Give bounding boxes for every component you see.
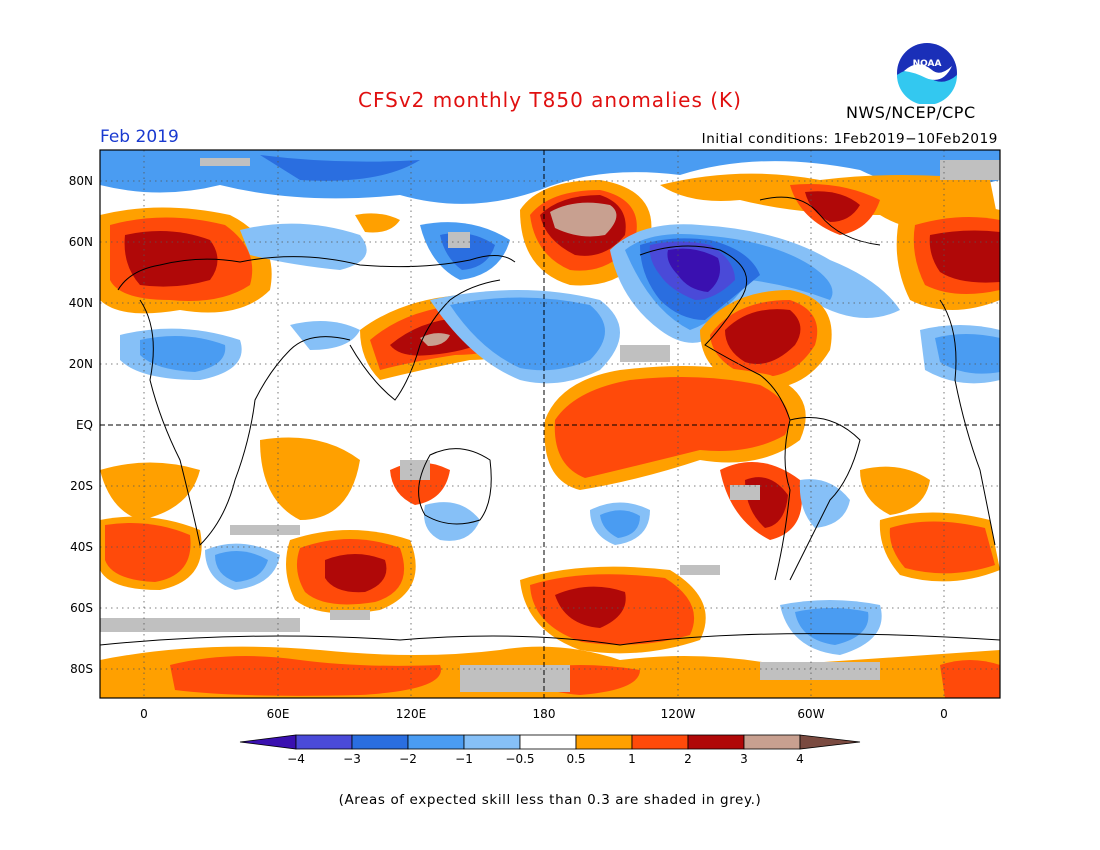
svg-text:NOAA: NOAA: [913, 59, 942, 69]
lat-label: 80N: [69, 174, 93, 188]
colorbar-segment: [743, 734, 801, 750]
colorbar-segment: [407, 734, 465, 750]
lat-label: 20N: [69, 357, 93, 371]
lon-label: 60E: [267, 707, 290, 721]
initial-conditions: Initial conditions: 1Feb2019−10Feb2019: [701, 131, 998, 147]
lat-label: 20S: [70, 479, 93, 493]
colorbar-tick: −4: [287, 752, 305, 766]
chart-title: CFSv2 monthly T850 anomalies (K): [358, 88, 742, 112]
lon-label: 0: [940, 707, 948, 721]
lon-label: 0: [140, 707, 148, 721]
colorbar-segment: [463, 734, 521, 750]
colorbar-tick: 0.5: [566, 752, 585, 766]
noaa-logo: NOAA: [897, 43, 957, 104]
equator-dateline: [100, 150, 1000, 698]
colorbar-tick: −1: [455, 752, 473, 766]
lat-label: 80S: [70, 662, 93, 676]
skill-note: (Areas of expected skill less than 0.3 a…: [338, 792, 762, 808]
anomaly-field: [100, 150, 1000, 698]
colorbar-tick: 2: [684, 752, 692, 766]
colorbar-segment: [799, 734, 861, 750]
map-frame: [99, 149, 1001, 699]
colorbar-tick: 1: [628, 752, 636, 766]
lat-label: 60S: [70, 601, 93, 615]
colorbar-tick: 4: [796, 752, 804, 766]
colorbar-segment: [295, 734, 353, 750]
colorbar-segment: [631, 734, 689, 750]
colorbar: −4 −3 −2 −1 −0.5 0.5 1 2 3 4: [239, 734, 861, 766]
lon-label: 120W: [661, 707, 696, 721]
colorbar-segment: [351, 734, 409, 750]
colorbar-tick: −2: [399, 752, 417, 766]
grid: [100, 150, 1000, 698]
colorbar-tick: −3: [343, 752, 361, 766]
lon-label: 120E: [396, 707, 427, 721]
colorbar-segment: [575, 734, 633, 750]
colorbar-segment: [239, 734, 297, 750]
agency-label: NWS/NCEP/CPC: [846, 103, 976, 122]
lat-label: EQ: [76, 418, 93, 432]
colorbar-tick: 3: [740, 752, 748, 766]
lat-label: 40S: [70, 540, 93, 554]
colorbar-segment: [687, 734, 745, 750]
lon-label: 60W: [797, 707, 824, 721]
lon-label: 180: [533, 707, 556, 721]
lat-label: 60N: [69, 235, 93, 249]
colorbar-tick: −0.5: [505, 752, 534, 766]
forecast-month: Feb 2019: [100, 127, 179, 147]
colorbar-segment: [519, 734, 577, 750]
lat-label: 40N: [69, 296, 93, 310]
